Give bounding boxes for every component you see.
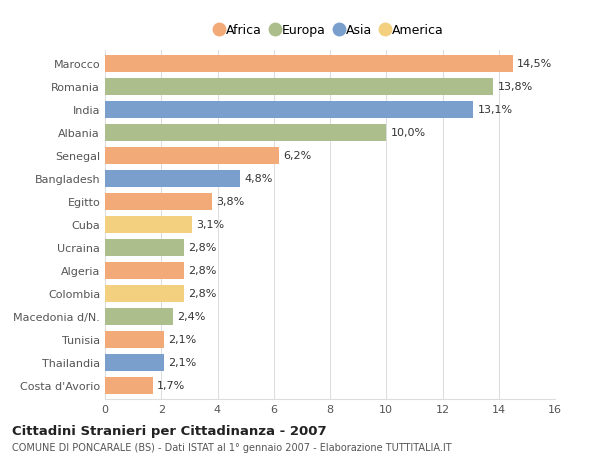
Text: 1,7%: 1,7% — [157, 381, 185, 391]
Text: 2,8%: 2,8% — [188, 243, 217, 253]
Bar — [105, 171, 240, 187]
Bar — [105, 240, 184, 256]
Bar — [105, 79, 493, 95]
Text: 2,8%: 2,8% — [188, 289, 217, 299]
Text: 14,5%: 14,5% — [517, 59, 552, 69]
Bar — [105, 148, 280, 164]
Bar — [105, 102, 473, 118]
Bar — [105, 217, 192, 233]
Text: 10,0%: 10,0% — [391, 128, 425, 138]
Bar — [105, 194, 212, 210]
Text: COMUNE DI PONCARALE (BS) - Dati ISTAT al 1° gennaio 2007 - Elaborazione TUTTITAL: COMUNE DI PONCARALE (BS) - Dati ISTAT al… — [12, 442, 452, 452]
Bar — [105, 308, 173, 325]
Bar — [105, 263, 184, 279]
Bar — [105, 285, 184, 302]
Text: 4,8%: 4,8% — [244, 174, 272, 184]
Text: 2,8%: 2,8% — [188, 266, 217, 276]
Legend: Africa, Europa, Asia, America: Africa, Europa, Asia, America — [212, 20, 448, 41]
Text: 2,4%: 2,4% — [177, 312, 205, 322]
Text: Cittadini Stranieri per Cittadinanza - 2007: Cittadini Stranieri per Cittadinanza - 2… — [12, 425, 326, 437]
Text: 6,2%: 6,2% — [284, 151, 312, 161]
Text: 2,1%: 2,1% — [168, 335, 197, 345]
Text: 13,1%: 13,1% — [478, 105, 513, 115]
Bar — [105, 377, 153, 394]
Text: 3,8%: 3,8% — [216, 197, 244, 207]
Bar — [105, 56, 513, 73]
Text: 2,1%: 2,1% — [168, 358, 197, 368]
Bar — [105, 354, 164, 371]
Bar — [105, 125, 386, 141]
Text: 3,1%: 3,1% — [196, 220, 224, 230]
Text: 13,8%: 13,8% — [497, 82, 533, 92]
Bar — [105, 331, 164, 348]
